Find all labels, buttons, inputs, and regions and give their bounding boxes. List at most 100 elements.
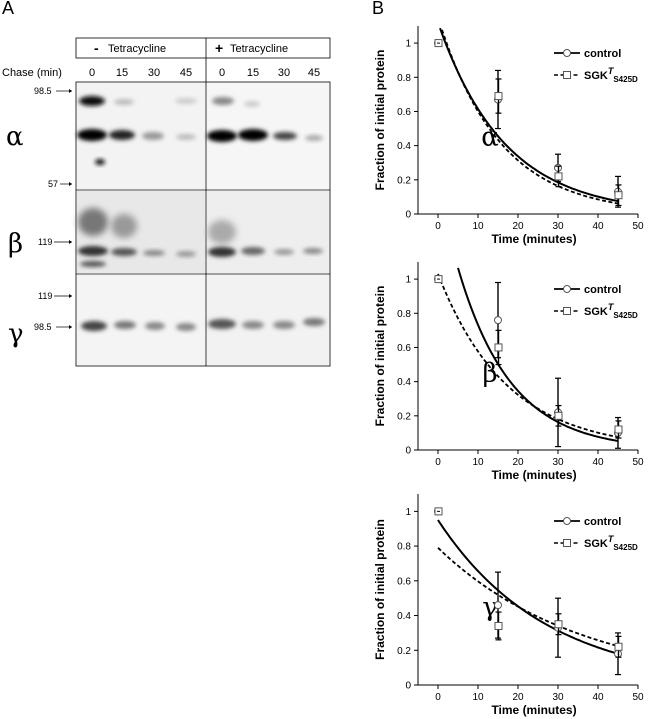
x-tick-label: 0 xyxy=(435,457,441,468)
x-tick-label: 10 xyxy=(472,692,484,703)
legend-sgk-label: SGKTS425D xyxy=(584,66,638,84)
y-tick-label: 0.4 xyxy=(397,377,411,388)
x-tick-label: 20 xyxy=(512,692,524,703)
marker-gamma-119: 119 xyxy=(38,291,52,301)
x-tick-label: 30 xyxy=(552,692,564,703)
x-tick-label: 0 xyxy=(435,221,441,232)
subunit-alpha-label: α xyxy=(6,122,24,152)
sgk-point xyxy=(494,92,503,101)
chase-label: Chase (min) xyxy=(2,67,62,79)
alpha-bands xyxy=(77,83,329,189)
y-tick-label: 0.2 xyxy=(397,411,411,422)
sgk-point xyxy=(614,642,623,651)
legend-sgk-name: SGK xyxy=(584,70,608,82)
legend-control-label: control xyxy=(584,48,621,60)
x-tick-label: 30 xyxy=(552,221,564,232)
subunit-annotation: γ xyxy=(482,593,498,623)
subunit-beta-label: β xyxy=(8,229,23,259)
legend-control-label: control xyxy=(584,516,621,528)
legend-sgk-label: SGKTS425D xyxy=(584,534,638,552)
x-tick-label: 10 xyxy=(472,221,484,232)
fit-curve-sgk xyxy=(437,547,619,647)
fit-curve-control xyxy=(439,27,619,203)
legend-sgk-subscript: S425D xyxy=(613,311,638,320)
time-label: 30 xyxy=(278,67,290,79)
subunit-annotation: β xyxy=(482,359,497,389)
control-point xyxy=(494,316,502,325)
legend-sgk-marker xyxy=(563,539,571,547)
sgk-point xyxy=(614,425,623,434)
legend-sgk-subscript: S425D xyxy=(613,543,638,552)
y-tick-label: 1 xyxy=(405,507,411,518)
legend-sgk-superscript: T xyxy=(608,66,615,76)
fit-curve-control xyxy=(437,519,619,655)
legend-control-label: control xyxy=(584,284,621,296)
beta-bands xyxy=(77,191,329,273)
y-tick-label: 0.2 xyxy=(397,646,411,657)
panel-label-a: A xyxy=(2,0,15,18)
x-tick-label: 40 xyxy=(592,692,604,703)
time-label: 0 xyxy=(219,67,225,79)
legend-control-marker xyxy=(563,517,571,525)
time-label: 0 xyxy=(89,67,95,79)
chart-beta: 0 0.2 0.4 0.6 0.8 1 0 10 20 30 40 50 Time (minutes) F… xyxy=(370,254,651,484)
condition-minus-label: Tetracycline xyxy=(108,43,166,55)
marker-alpha-57: 57 xyxy=(48,179,58,189)
sgk-point xyxy=(494,621,503,630)
x-tick-label: 20 xyxy=(512,221,524,232)
sgk-point xyxy=(554,411,563,420)
time-label: 15 xyxy=(116,67,128,79)
sgk-point xyxy=(614,191,623,200)
sgk-point xyxy=(554,620,563,629)
gamma-bands xyxy=(77,275,329,365)
y-tick-label: 0.4 xyxy=(397,141,411,152)
x-tick-label: 30 xyxy=(552,457,564,468)
sgk-point xyxy=(554,172,563,181)
legend-control-marker xyxy=(563,49,571,57)
legend-sgk-marker xyxy=(563,71,571,79)
x-tick-label: 0 xyxy=(435,692,441,703)
x-tick-label: 20 xyxy=(512,457,524,468)
western-blot-figure: - Tetracycline + Tetracycline Chase (min… xyxy=(2,37,331,367)
legend-sgk-superscript: T xyxy=(608,302,615,312)
x-tick-label: 10 xyxy=(472,457,484,468)
control-point xyxy=(494,601,502,610)
y-tick-label: 0.2 xyxy=(397,175,411,186)
y-tick-label: 0.8 xyxy=(397,309,411,320)
chart-gamma: 0 0.2 0.4 0.6 0.8 1 0 10 20 30 40 50 Time (minutes) F… xyxy=(370,486,651,719)
legend-sgk-name: SGK xyxy=(584,538,608,550)
legend-sgk-name: SGK xyxy=(584,306,608,318)
chart-alpha: 0 0.2 0.4 0.6 0.8 1 0 10 20 30 40 50 Time (minutes) F… xyxy=(370,18,651,248)
y-tick-label: 0.6 xyxy=(397,576,411,587)
y-axis-title: Fraction of initial protein xyxy=(373,50,387,191)
y-tick-label: 0 xyxy=(405,681,411,692)
y-tick-label: 0 xyxy=(405,446,411,457)
condition-plus-sign: + xyxy=(215,40,223,56)
x-tick-label: 50 xyxy=(632,692,644,703)
x-tick-label: 40 xyxy=(592,457,604,468)
legend-control-marker xyxy=(563,285,571,293)
subunit-gamma-label: γ xyxy=(8,319,24,349)
y-tick-label: 0.8 xyxy=(397,542,411,553)
subunit-annotation: α xyxy=(481,123,499,153)
sgk-point xyxy=(494,343,503,352)
panel-label-b: B xyxy=(372,0,385,18)
marker-gamma-98-5: 98.5 xyxy=(34,322,52,332)
marker-alpha-98-5: 98.5 xyxy=(34,86,52,96)
x-tick-label: 50 xyxy=(632,457,644,468)
y-axis-title: Fraction of initial protein xyxy=(373,286,387,427)
x-axis-title: Time (minutes) xyxy=(491,232,576,246)
x-tick-label: 40 xyxy=(592,221,604,232)
y-tick-label: 0 xyxy=(405,210,411,221)
legend-sgk-subscript: S425D xyxy=(613,75,638,84)
y-tick-label: 0.6 xyxy=(397,343,411,354)
condition-plus-label: Tetracycline xyxy=(230,43,288,55)
legend-sgk-label: SGKTS425D xyxy=(584,302,638,320)
legend-sgk-marker xyxy=(563,307,571,315)
time-label: 45 xyxy=(308,67,320,79)
x-tick-label: 50 xyxy=(632,221,644,232)
y-tick-label: 1 xyxy=(405,39,411,50)
y-axis-title: Fraction of initial protein xyxy=(373,519,387,660)
y-tick-label: 0.8 xyxy=(397,73,411,84)
condition-minus-sign: - xyxy=(94,40,99,56)
